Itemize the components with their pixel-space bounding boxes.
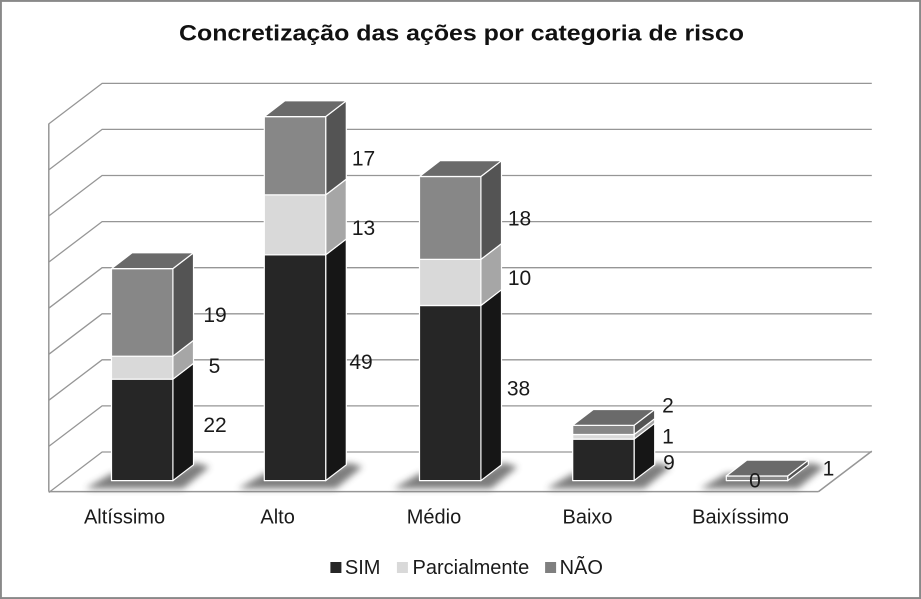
- svg-text:Altíssimo: Altíssimo: [84, 507, 165, 529]
- svg-text:NÃO: NÃO: [560, 555, 603, 579]
- svg-text:9: 9: [663, 452, 675, 475]
- svg-text:10: 10: [508, 267, 531, 290]
- svg-text:1: 1: [823, 458, 835, 481]
- svg-text:19: 19: [203, 304, 226, 327]
- svg-text:22: 22: [203, 414, 226, 437]
- svg-text:2: 2: [662, 395, 674, 418]
- svg-text:Baixíssimo: Baixíssimo: [692, 507, 789, 529]
- svg-text:Médio: Médio: [407, 507, 461, 529]
- svg-text:5: 5: [209, 355, 221, 378]
- svg-text:18: 18: [508, 208, 531, 231]
- svg-text:0: 0: [749, 470, 761, 493]
- svg-text:13: 13: [352, 217, 375, 240]
- svg-text:Concretização das ações por ca: Concretização das ações por categoria de…: [179, 20, 744, 45]
- svg-text:1: 1: [662, 426, 674, 449]
- svg-text:49: 49: [349, 351, 372, 374]
- svg-text:Parcialmente: Parcialmente: [413, 557, 530, 579]
- svg-text:Alto: Alto: [260, 507, 294, 529]
- svg-text:Baixo: Baixo: [562, 507, 612, 529]
- svg-text:17: 17: [352, 148, 375, 171]
- svg-text:38: 38: [507, 378, 530, 401]
- svg-text:SIM: SIM: [345, 557, 381, 579]
